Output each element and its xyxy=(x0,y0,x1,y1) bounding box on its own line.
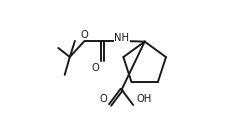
Text: O: O xyxy=(92,63,100,73)
Text: NH: NH xyxy=(114,33,129,43)
Text: O: O xyxy=(99,94,107,104)
Text: OH: OH xyxy=(136,94,151,104)
Text: O: O xyxy=(81,30,88,40)
